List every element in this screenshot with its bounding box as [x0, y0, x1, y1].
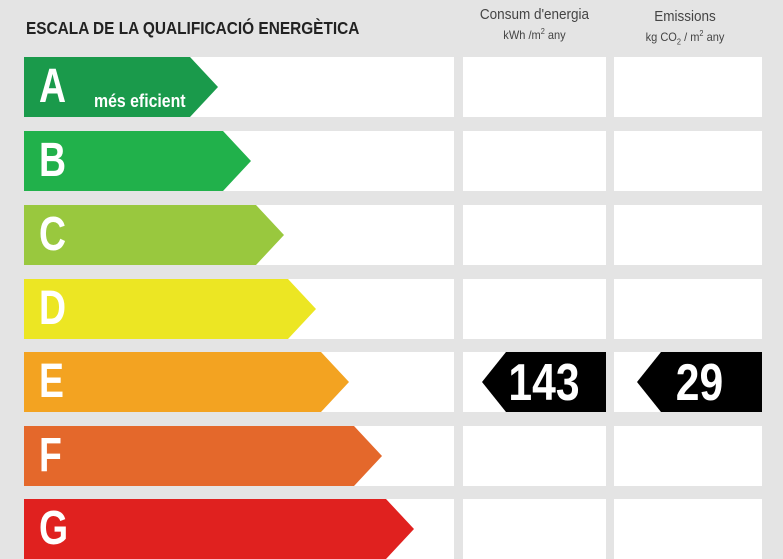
- emissions-cell: [614, 57, 762, 117]
- emissions-column-header: Emissions kg CO2 / m2 any: [611, 8, 759, 46]
- emissions-cell: [614, 426, 762, 486]
- energy-cell: [463, 57, 606, 117]
- emissions-rating-marker: 29: [637, 352, 762, 412]
- rating-letter: F: [39, 429, 62, 482]
- emissions-cell: [614, 131, 762, 191]
- rating-letter: E: [39, 355, 64, 408]
- rating-row-c: C: [0, 205, 783, 265]
- energy-column-header: Consum d'energia kWh /m2 any: [463, 6, 606, 42]
- rating-sublabel: més eficient: [94, 91, 186, 111]
- rating-row-e: E 143 29: [0, 352, 783, 412]
- rating-arrow-f: F: [24, 426, 382, 486]
- emissions-cell: [614, 205, 762, 265]
- rating-letter: D: [39, 282, 67, 335]
- rating-row-d: D: [0, 279, 783, 339]
- rating-row-b: B: [0, 131, 783, 191]
- energy-cell: [463, 426, 606, 486]
- rating-arrow-b: B: [24, 131, 251, 191]
- rating-letter: B: [39, 134, 67, 187]
- energy-cell: [463, 131, 606, 191]
- energy-cell: [463, 205, 606, 265]
- energy-cell: [463, 279, 606, 339]
- rating-arrow-g: G: [24, 499, 414, 559]
- energy-column-unit: kWh /m2 any: [503, 27, 566, 42]
- energy-rating-marker-value: 143: [508, 354, 580, 412]
- rating-letter: A: [39, 60, 67, 113]
- energy-rating-marker: 143: [482, 352, 606, 412]
- emissions-column-title: Emissions: [654, 8, 716, 25]
- emissions-cell: [614, 279, 762, 339]
- rating-arrow-e: E: [24, 352, 349, 412]
- energy-column-title: Consum d'energia: [479, 6, 590, 23]
- emissions-cell: [614, 499, 762, 559]
- rating-letter: C: [39, 208, 67, 261]
- rating-arrow-d: D: [24, 279, 316, 339]
- rating-row-g: G: [0, 499, 783, 559]
- rating-row-f: F: [0, 426, 783, 486]
- energy-cell: [463, 499, 606, 559]
- scale-title: ESCALA DE LA QUALIFICACIÓ ENERGÈTICA: [26, 18, 360, 38]
- emissions-column-unit: kg CO2 / m2 any: [645, 29, 725, 47]
- rating-arrow-c: C: [24, 205, 284, 265]
- emissions-rating-marker-value: 29: [675, 354, 724, 412]
- rating-letter: G: [39, 502, 69, 555]
